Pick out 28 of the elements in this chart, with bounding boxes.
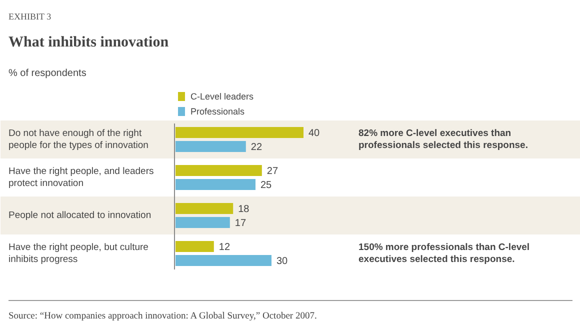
text: 150% more professionals than C-level executives selected this response. [358,242,530,265]
text: 82% more C-level executives than professionals selected this response. [358,128,528,151]
bar [176,241,214,252]
y-tick-label: Do not have enough of the right people for the types of innovation [8,128,148,151]
data-label: 40 [308,128,320,139]
bar [176,141,246,152]
source-note: Source: “How companies approach innovation: A Global Survey,” October 2007. [8,312,317,322]
data-label: 25 [260,180,272,191]
data-label: 18 [238,204,250,215]
data-label: 22 [250,142,262,153]
y-tick-label: People not allocated to innovation [8,210,152,221]
bar [176,217,230,228]
chart-title: What inhibits innovation [8,34,170,50]
bar [176,127,304,138]
bar [176,203,234,214]
y-tick-label: Have the right people, but culture inhibits progress [8,242,148,265]
bar [176,179,256,190]
data-label: 27 [266,166,278,177]
data-label: 17 [234,218,246,229]
data-label: 12 [218,242,230,253]
legend-label: C-Level leaders [190,92,254,102]
data-label: 30 [276,256,288,267]
bar [176,165,262,176]
legend-label: Professionals [190,106,246,116]
x-axis-title: % of respondents [8,68,86,79]
text: EXHIBIT 3 [8,12,52,22]
y-tick-label: Have the right people, and leaders protect innovation [8,166,154,189]
bar [176,255,272,266]
